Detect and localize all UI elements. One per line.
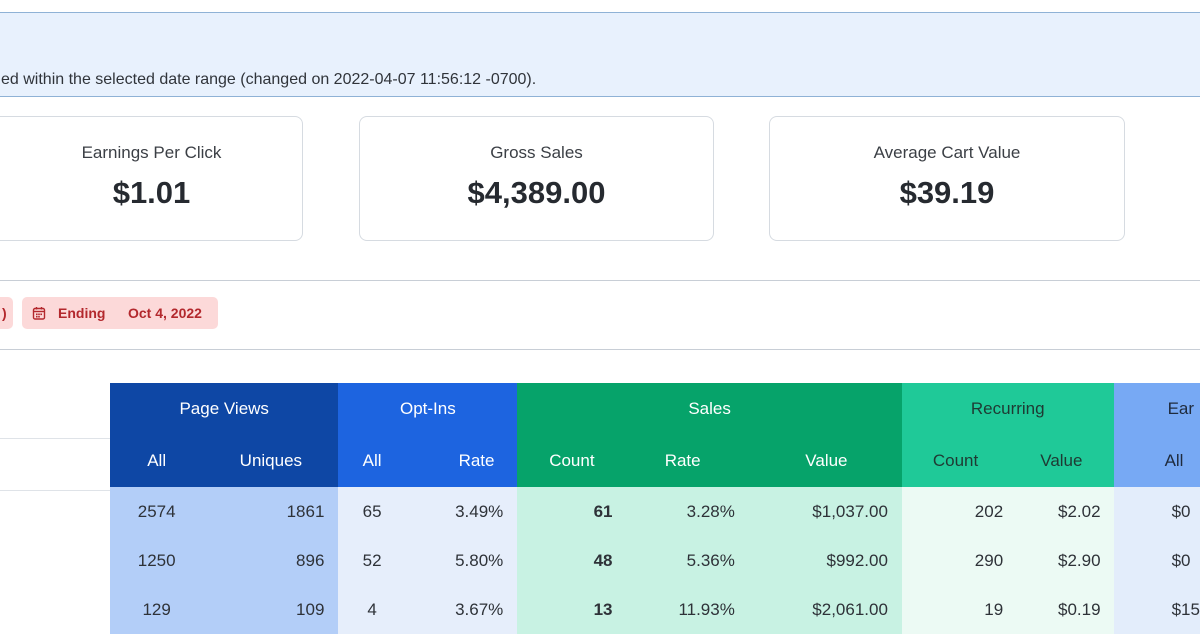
ending-label: Ending: [58, 305, 106, 321]
column-header-sales-count[interactable]: Count: [517, 435, 627, 487]
stat-value: $4,389.00: [467, 175, 606, 210]
cell-sales-rate: 5.36%: [626, 536, 739, 585]
cell-recurring-count: 202: [901, 487, 1010, 536]
cell-oi-all: 4: [338, 585, 406, 634]
cell-pv-uniques: 109: [203, 585, 339, 634]
column-header-oi-rate[interactable]: Rate: [405, 435, 518, 487]
table-group-header-row: Page Views Opt-Ins Sales Recurring Ear: [110, 383, 1200, 435]
start-date-badge[interactable]: ): [0, 297, 13, 329]
cell-recurring-value: $2.02: [1009, 487, 1114, 536]
stat-value: $39.19: [899, 175, 995, 210]
column-header-pv-all[interactable]: All: [110, 435, 204, 487]
divider: [0, 349, 1200, 350]
column-header-recurring-value[interactable]: Value: [1009, 435, 1114, 487]
column-header-earnings-all[interactable]: All: [1113, 435, 1200, 487]
column-header-recurring-count[interactable]: Count: [901, 435, 1010, 487]
column-header-sales-value[interactable]: Value: [738, 435, 902, 487]
cell-sales-value: $992.00: [738, 536, 902, 585]
column-header-sales-rate[interactable]: Rate: [626, 435, 739, 487]
ending-date-badge[interactable]: Ending Oct 4, 2022: [22, 297, 218, 329]
table-row-divider: [0, 490, 110, 491]
table-row-divider: [0, 438, 110, 439]
table-row: 2574 1861 65 3.49% 61 3.28% $1,037.00 20…: [110, 487, 1200, 536]
ending-date-value: Oct 4, 2022: [128, 305, 202, 321]
cell-recurring-value: $0.19: [1009, 585, 1114, 634]
cell-oi-all: 52: [338, 536, 406, 585]
cell-earnings-all: $15: [1113, 585, 1200, 634]
cell-pv-all: 129: [110, 585, 204, 634]
cell-recurring-count: 290: [901, 536, 1010, 585]
cell-sales-value: $1,037.00: [738, 487, 902, 536]
group-header-recurring: Recurring: [901, 383, 1114, 435]
stat-label: Earnings Per Click: [81, 143, 222, 162]
cell-earnings-all: $0: [1113, 536, 1200, 585]
cell-sales-count-link[interactable]: 61: [517, 487, 627, 536]
stat-value: $1.01: [112, 175, 191, 210]
cell-sales-rate: 11.93%: [626, 585, 739, 634]
cell-pv-all: 1250: [110, 536, 204, 585]
stat-card-earnings-per-click: Earnings Per Click $1.01: [0, 116, 303, 241]
group-header-earnings: Ear: [1113, 383, 1200, 435]
start-date-badge-edge: ): [2, 305, 7, 321]
date-range-notice: ed within the selected date range (chang…: [0, 12, 1200, 97]
calendar-icon: [32, 307, 46, 320]
cell-recurring-value: $2.90: [1009, 536, 1114, 585]
group-header-sales: Sales: [517, 383, 902, 435]
column-header-pv-uniques[interactable]: Uniques: [203, 435, 339, 487]
table-row: 129 109 4 3.67% 13 11.93% $2,061.00 19 $…: [110, 585, 1200, 634]
cell-sales-count-link[interactable]: 48: [517, 536, 627, 585]
divider: [0, 280, 1200, 281]
cell-oi-rate: 3.49%: [405, 487, 518, 536]
notice-text: ed within the selected date range (chang…: [1, 71, 537, 88]
stats-table: Page Views Opt-Ins Sales Recurring Ear A…: [110, 383, 1200, 634]
table-subheader-row: All Uniques All Rate Count Rate Value Co…: [110, 435, 1200, 487]
group-header-opt-ins: Opt-Ins: [338, 383, 518, 435]
cell-recurring-count: 19: [901, 585, 1010, 634]
cell-sales-count-link[interactable]: 13: [517, 585, 627, 634]
cell-pv-uniques: 896: [203, 536, 339, 585]
cell-oi-all: 65: [338, 487, 406, 536]
stat-card-gross-sales: Gross Sales $4,389.00: [359, 116, 714, 241]
cell-pv-all: 2574: [110, 487, 204, 536]
column-header-oi-all[interactable]: All: [338, 435, 406, 487]
table-row: 1250 896 52 5.80% 48 5.36% $992.00 290 $…: [110, 536, 1200, 585]
cell-sales-value: $2,061.00: [738, 585, 902, 634]
cell-oi-rate: 5.80%: [405, 536, 518, 585]
stat-label: Average Cart Value: [873, 143, 1021, 162]
stat-card-average-cart-value: Average Cart Value $39.19: [769, 116, 1125, 241]
cell-oi-rate: 3.67%: [405, 585, 518, 634]
group-header-page-views: Page Views: [110, 383, 339, 435]
cell-earnings-all: $0: [1113, 487, 1200, 536]
stat-label: Gross Sales: [490, 143, 583, 162]
cell-sales-rate: 3.28%: [626, 487, 739, 536]
cell-pv-uniques: 1861: [203, 487, 339, 536]
